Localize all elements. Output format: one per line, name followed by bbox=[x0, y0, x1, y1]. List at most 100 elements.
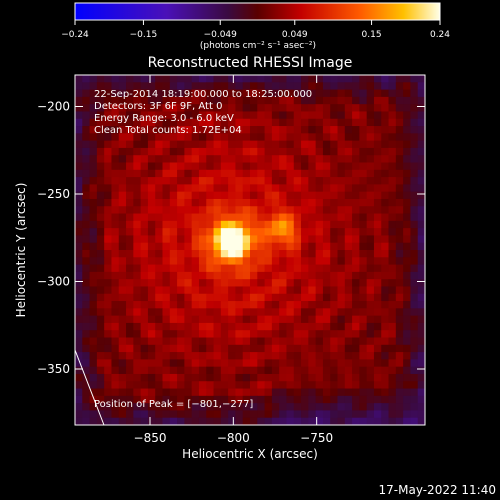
heatmap-cell bbox=[373, 133, 382, 142]
heatmap-cell bbox=[271, 293, 280, 302]
heatmap-cell bbox=[373, 315, 382, 324]
heatmap-cell bbox=[242, 264, 251, 273]
heatmap-cell bbox=[89, 410, 98, 419]
heatmap-cell bbox=[257, 381, 265, 389]
heatmap-cell bbox=[104, 373, 112, 382]
heatmap-cell bbox=[235, 82, 244, 90]
heatmap-cell bbox=[257, 279, 265, 287]
heatmap-cell bbox=[395, 213, 404, 222]
heatmap-cell bbox=[322, 308, 331, 317]
heatmap-cell bbox=[104, 322, 112, 331]
heatmap-cell bbox=[286, 286, 295, 295]
heatmap-cell bbox=[286, 184, 295, 193]
heatmap-cell bbox=[133, 133, 142, 142]
heatmap-cell bbox=[410, 89, 419, 98]
heatmap-cell bbox=[198, 118, 207, 127]
heatmap-cell bbox=[162, 250, 171, 258]
heatmap-cell bbox=[395, 169, 404, 178]
heatmap-cell bbox=[286, 111, 295, 120]
heatmap-cell bbox=[388, 271, 397, 280]
heatmap-cell bbox=[177, 257, 185, 265]
heatmap-cell bbox=[162, 301, 171, 309]
heatmap-cell bbox=[337, 330, 346, 338]
heatmap-cell bbox=[213, 147, 222, 156]
heatmap-cell bbox=[162, 220, 171, 229]
heatmap-cell bbox=[220, 242, 229, 251]
heatmap-cell bbox=[403, 344, 411, 353]
heatmap-cell bbox=[359, 191, 368, 200]
heatmap-cell bbox=[366, 264, 375, 273]
heatmap-cell bbox=[228, 177, 236, 185]
heatmap-cell bbox=[359, 111, 368, 120]
heatmap-cell bbox=[366, 410, 375, 419]
heatmap-cell bbox=[366, 220, 375, 229]
heatmap-cell bbox=[395, 104, 404, 112]
heatmap-cell bbox=[257, 250, 265, 258]
heatmap-cell bbox=[155, 308, 163, 317]
heatmap-cell bbox=[344, 198, 353, 207]
heatmap-cell bbox=[162, 82, 171, 90]
heatmap-cell bbox=[89, 381, 98, 389]
heatmap-cell bbox=[82, 315, 90, 324]
heatmap-cell bbox=[133, 279, 142, 287]
heatmap-cell bbox=[206, 322, 214, 331]
heatmap-cell bbox=[155, 111, 163, 120]
heatmap-cell bbox=[250, 417, 258, 425]
heatmap-cell bbox=[177, 191, 185, 200]
heatmap-cell bbox=[417, 228, 425, 236]
heatmap-cell bbox=[140, 118, 149, 127]
heatmap-cell bbox=[82, 235, 90, 244]
heatmap-cell bbox=[133, 89, 142, 98]
heatmap-cell bbox=[366, 293, 375, 302]
heatmap-cell bbox=[118, 373, 127, 382]
heatmap-cell bbox=[220, 322, 229, 331]
heatmap-cell bbox=[264, 373, 273, 382]
heatmap-cell bbox=[169, 228, 178, 236]
heatmap-cell bbox=[82, 89, 90, 98]
heatmap-cell bbox=[242, 111, 251, 120]
heatmap-cell bbox=[264, 271, 273, 280]
heatmap-cell bbox=[403, 315, 411, 324]
heatmap-cell bbox=[169, 75, 178, 83]
heatmap-cell bbox=[366, 242, 375, 251]
heatmap-cell bbox=[381, 177, 389, 185]
heatmap-cell bbox=[242, 366, 251, 375]
heatmap-cell bbox=[344, 315, 353, 324]
heatmap-cell bbox=[242, 82, 251, 90]
heatmap-cell bbox=[184, 220, 193, 229]
heatmap-cell bbox=[155, 330, 163, 338]
heatmap-cell bbox=[352, 140, 360, 149]
heatmap-cell bbox=[395, 235, 404, 244]
heatmap-cell bbox=[191, 111, 200, 120]
heatmap-cell bbox=[198, 410, 207, 419]
heatmap-cell bbox=[162, 177, 171, 185]
heatmap-cell bbox=[140, 75, 149, 83]
heatmap-cell bbox=[133, 213, 142, 222]
heatmap-cell bbox=[330, 104, 338, 112]
heatmap-cell bbox=[271, 133, 280, 142]
heatmap-cell bbox=[403, 373, 411, 382]
heatmap-cell bbox=[177, 184, 185, 193]
heatmap-cell bbox=[162, 403, 171, 411]
heatmap-cell bbox=[228, 293, 236, 302]
heatmap-cell bbox=[206, 126, 214, 134]
heatmap-cell bbox=[257, 75, 265, 83]
heatmap-cell bbox=[388, 395, 397, 404]
heatmap-cell bbox=[82, 220, 90, 229]
heatmap-cell bbox=[308, 250, 317, 258]
heatmap-cell bbox=[330, 184, 338, 193]
heatmap-cell bbox=[140, 403, 149, 411]
heatmap-cell bbox=[271, 184, 280, 193]
heatmap-cell bbox=[315, 352, 324, 360]
heatmap-cell bbox=[417, 279, 425, 287]
heatmap-cell bbox=[206, 191, 214, 200]
heatmap-cell bbox=[133, 242, 142, 251]
heatmap-cell bbox=[410, 403, 419, 411]
heatmap-cell bbox=[147, 184, 156, 193]
heatmap-cell bbox=[293, 293, 302, 302]
heatmap-cell bbox=[126, 96, 134, 105]
heatmap-cell bbox=[111, 184, 120, 193]
heatmap-cell bbox=[111, 315, 120, 324]
heatmap-cell bbox=[118, 264, 127, 273]
heatmap-cell bbox=[206, 242, 214, 251]
